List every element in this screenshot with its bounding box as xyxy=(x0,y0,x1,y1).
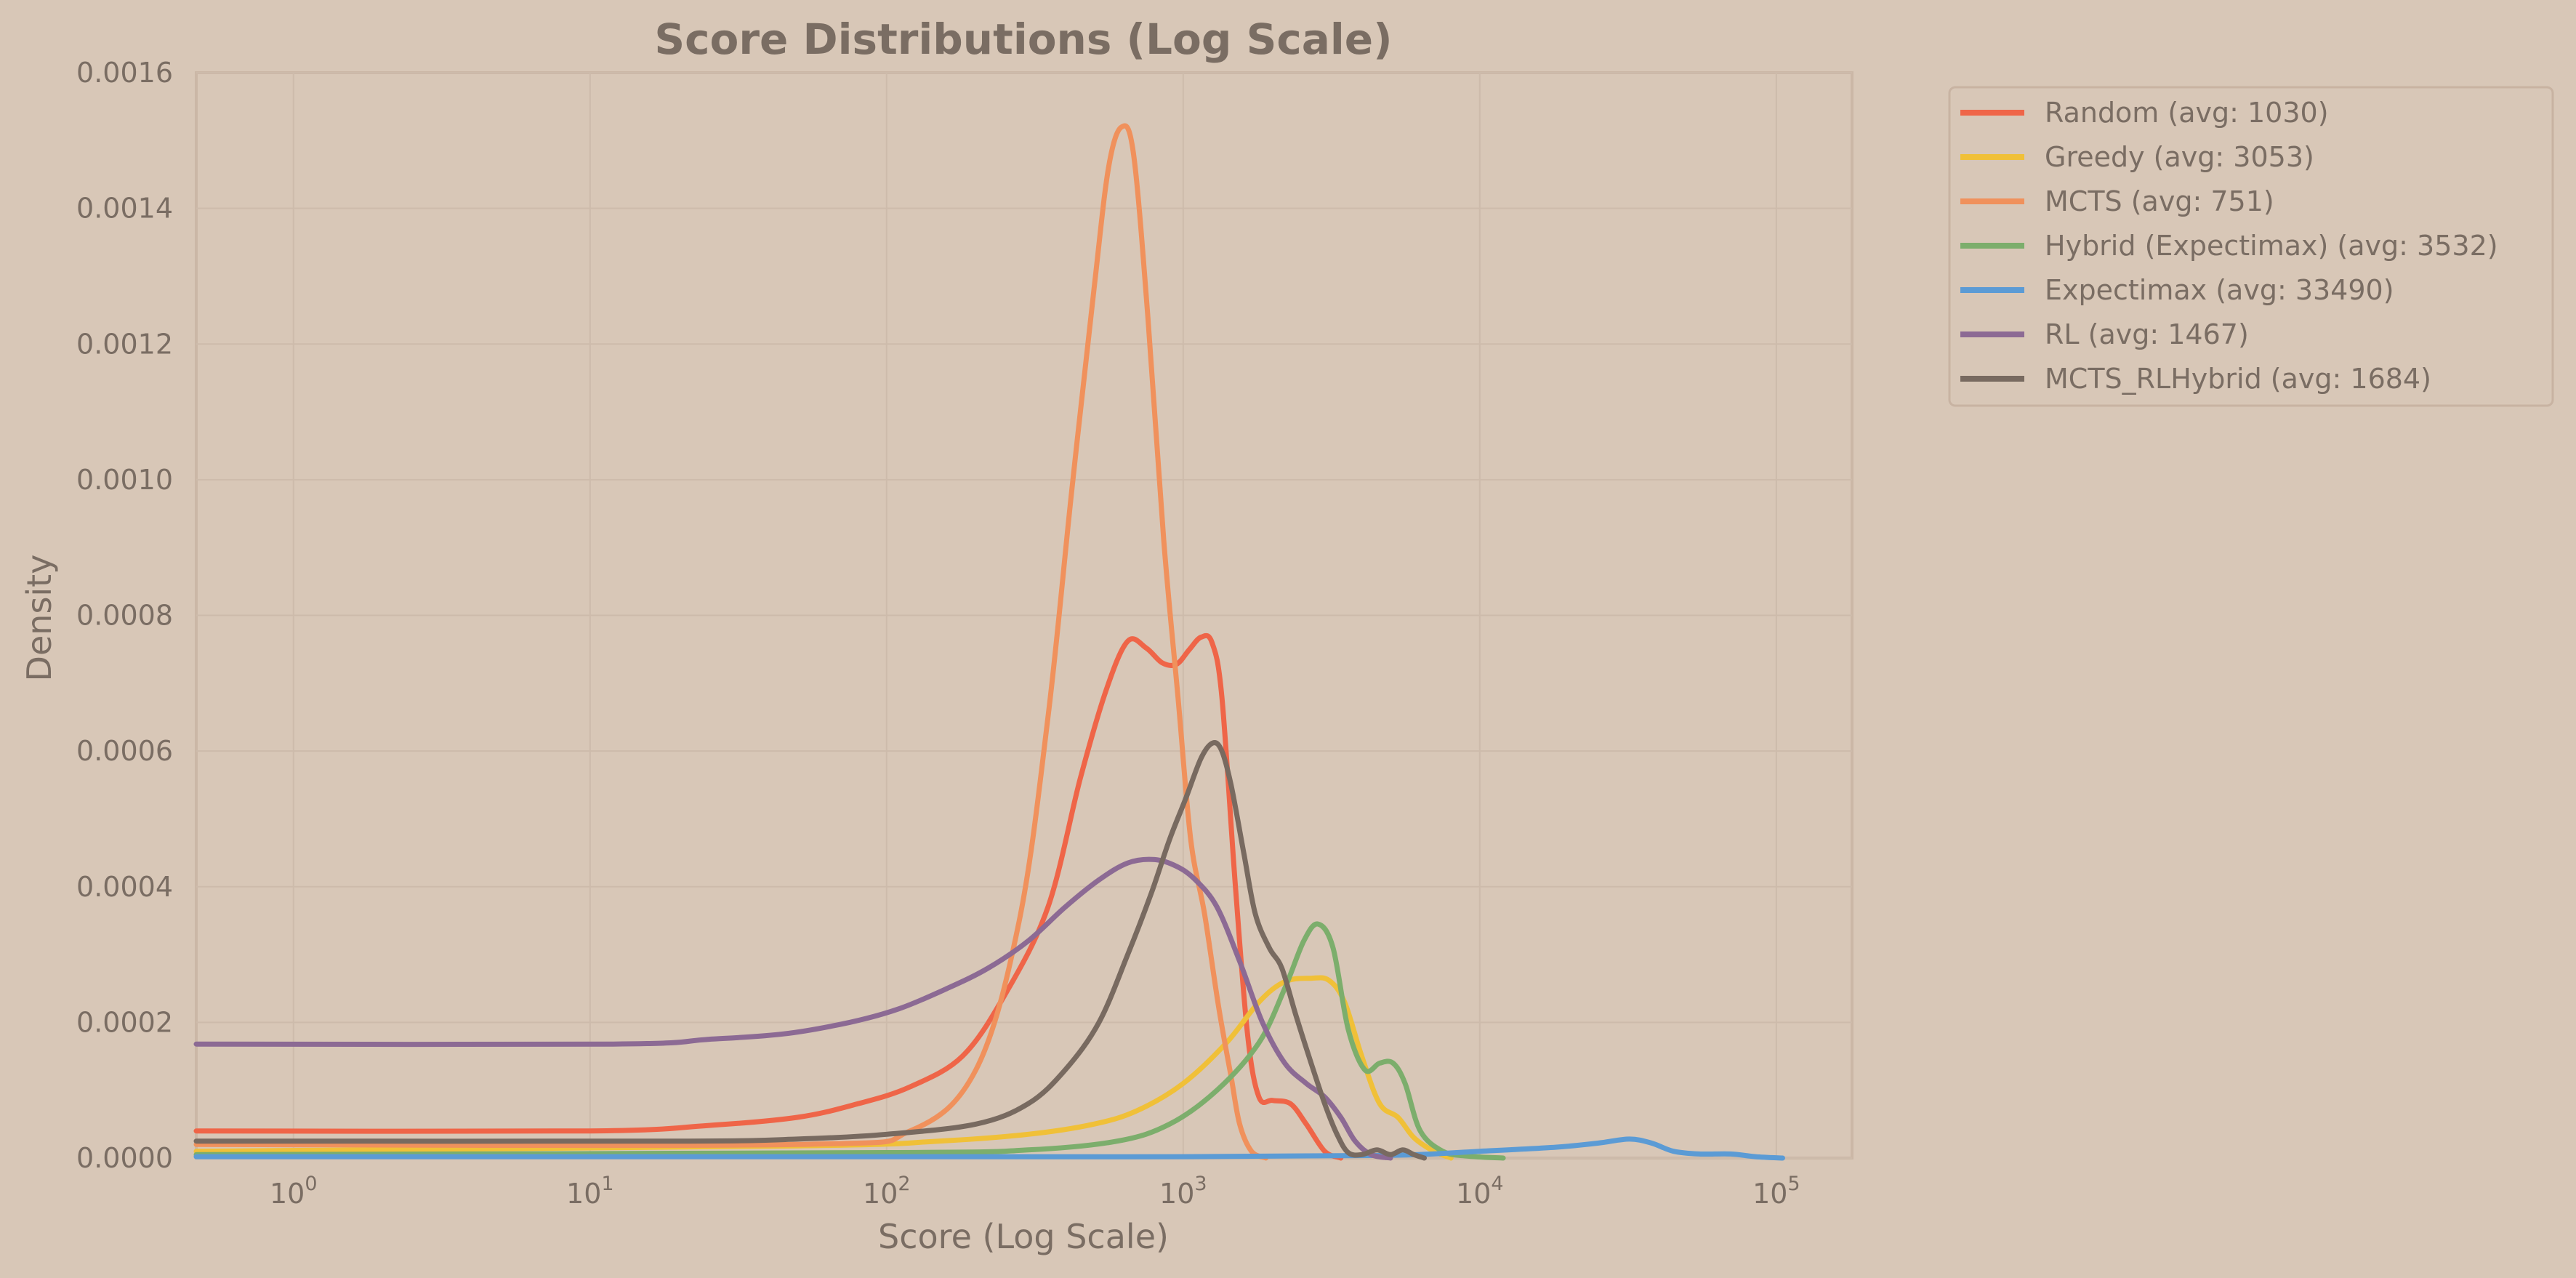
x-tick-label: 102 xyxy=(863,1173,911,1210)
y-tick-label: 0.0000 xyxy=(76,1142,173,1174)
x-tick-label: 100 xyxy=(270,1173,318,1210)
y-tick-label: 0.0014 xyxy=(76,193,173,225)
legend-label: MCTS (avg: 751) xyxy=(2045,185,2274,217)
y-tick-label: 0.0004 xyxy=(76,871,173,903)
x-tick-label: 104 xyxy=(1456,1173,1504,1210)
x-tick-label: 103 xyxy=(1159,1173,1207,1210)
series-line-5 xyxy=(193,856,1393,1161)
legend-label: Hybrid (Expectimax) (avg: 3532) xyxy=(2045,230,2498,262)
y-tick-label: 0.0010 xyxy=(76,464,173,496)
y-axis-label: Density xyxy=(20,555,59,682)
legend-label: RL (avg: 1467) xyxy=(2045,318,2249,350)
series-lines xyxy=(193,123,1785,1161)
legend-label: Expectimax (avg: 33490) xyxy=(2045,274,2394,306)
y-tick-label: 0.0008 xyxy=(76,600,173,632)
legend-label: MCTS_RLHybrid (avg: 1684) xyxy=(2045,363,2431,395)
y-tick-label: 0.0012 xyxy=(76,328,173,360)
y-axis-ticks: 0.0000 0.0002 0.0004 0.0006 0.0008 0.0010 0.00… xyxy=(76,57,173,1174)
legend-label: Random (avg: 1030) xyxy=(2045,97,2329,129)
series-line-2 xyxy=(193,123,1269,1161)
y-tick-label: 0.0002 xyxy=(76,1006,173,1038)
legend-box xyxy=(1948,86,2554,407)
series-line-4 xyxy=(193,1136,1785,1161)
legend-label: Greedy (avg: 3053) xyxy=(2045,141,2314,173)
x-axis-label: Score (Log Scale) xyxy=(878,1217,1169,1256)
chart-title: Score Distributions (Log Scale) xyxy=(654,15,1392,64)
series-line-6 xyxy=(193,740,1427,1161)
y-tick-label: 0.0016 xyxy=(76,57,173,89)
x-tick-label: 105 xyxy=(1752,1173,1800,1210)
series-line-3 xyxy=(193,921,1506,1161)
x-axis-ticks: 100 101 102 103 104 105 xyxy=(270,1173,1800,1210)
legend: Random (avg: 1030) Greedy (avg: 3053) MCTS… xyxy=(1948,86,2554,407)
series-line-0 xyxy=(193,632,1344,1161)
x-tick-label: 101 xyxy=(566,1173,614,1210)
y-tick-label: 0.0006 xyxy=(76,735,173,767)
